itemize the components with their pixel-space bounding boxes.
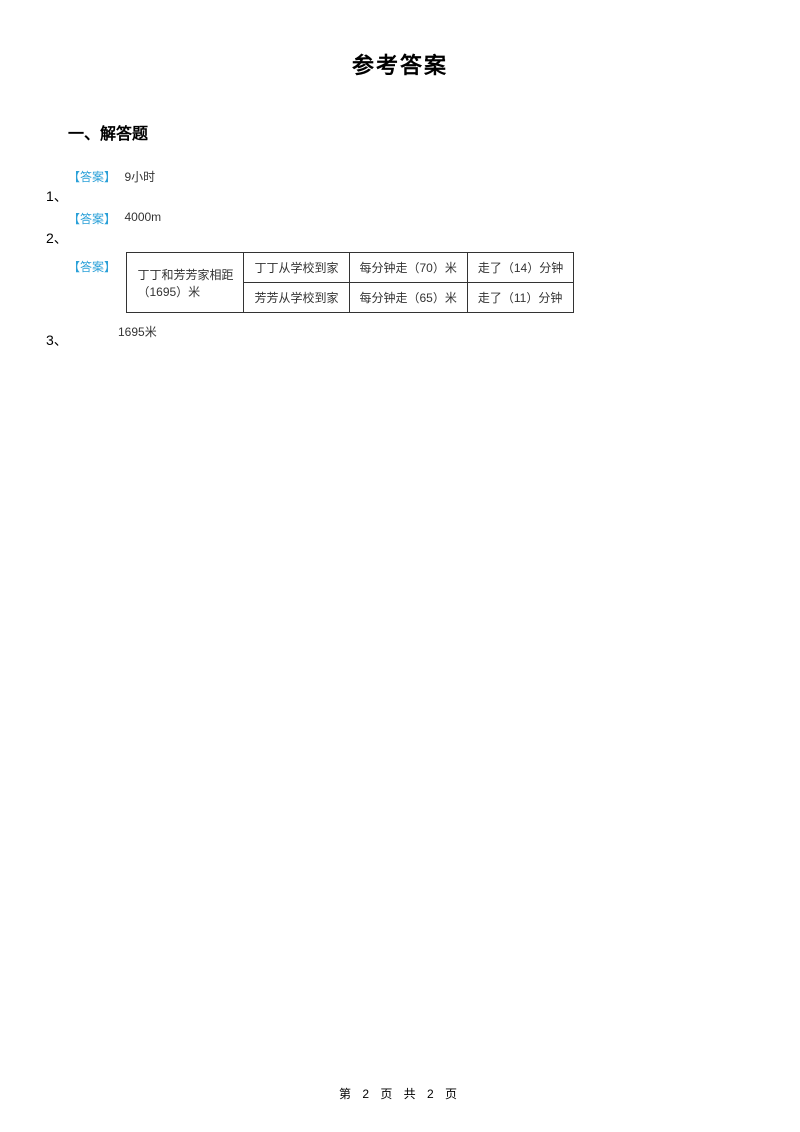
answer-table: 丁丁和芳芳家相距 （1695）米 丁丁从学校到家 每分钟走（70）米 走了（14… [126,252,574,313]
page-title: 参考答案 [0,0,800,80]
answer-label-3: 【答案】 [68,258,116,275]
table-cell: 走了（14）分钟 [467,253,573,283]
table-cell-merged: 丁丁和芳芳家相距 （1695）米 [127,253,244,313]
item-number-2: 2、 [46,228,68,248]
answer-text-2: 4000m [124,210,161,224]
table-row: 丁丁和芳芳家相距 （1695）米 丁丁从学校到家 每分钟走（70）米 走了（14… [127,253,574,283]
answer-extra-3: 1695米 [118,323,800,340]
answer-item-2: 2、 【答案】 4000m [68,210,800,228]
table-cell: 芳芳从学校到家 [244,283,349,313]
table-cell: 每分钟走（70）米 [349,253,467,283]
item-number-1: 1、 [46,186,68,206]
answer-item-3: 3、 【答案】 丁丁和芳芳家相距 （1695）米 丁丁从学校到家 每分钟走（70… [68,252,800,340]
section-heading: 一、解答题 [68,120,800,144]
cell-line1: 丁丁和芳芳家相距 [137,266,233,283]
item-number-3: 3、 [46,330,68,350]
answer-item-1: 1、 【答案】 9小时 [68,168,800,186]
cell-line2: （1695）米 [137,283,233,300]
table-cell: 每分钟走（65）米 [349,283,467,313]
page-footer: 第 2 页 共 2 页 [0,1085,800,1102]
answer-label-1: 【答案】 [68,168,116,185]
answer-text-1: 9小时 [124,168,155,185]
table-cell: 丁丁从学校到家 [244,253,349,283]
answer-table-wrap: 丁丁和芳芳家相距 （1695）米 丁丁从学校到家 每分钟走（70）米 走了（14… [126,252,574,313]
table-cell: 走了（11）分钟 [467,283,573,313]
answer-label-2: 【答案】 [68,210,116,227]
